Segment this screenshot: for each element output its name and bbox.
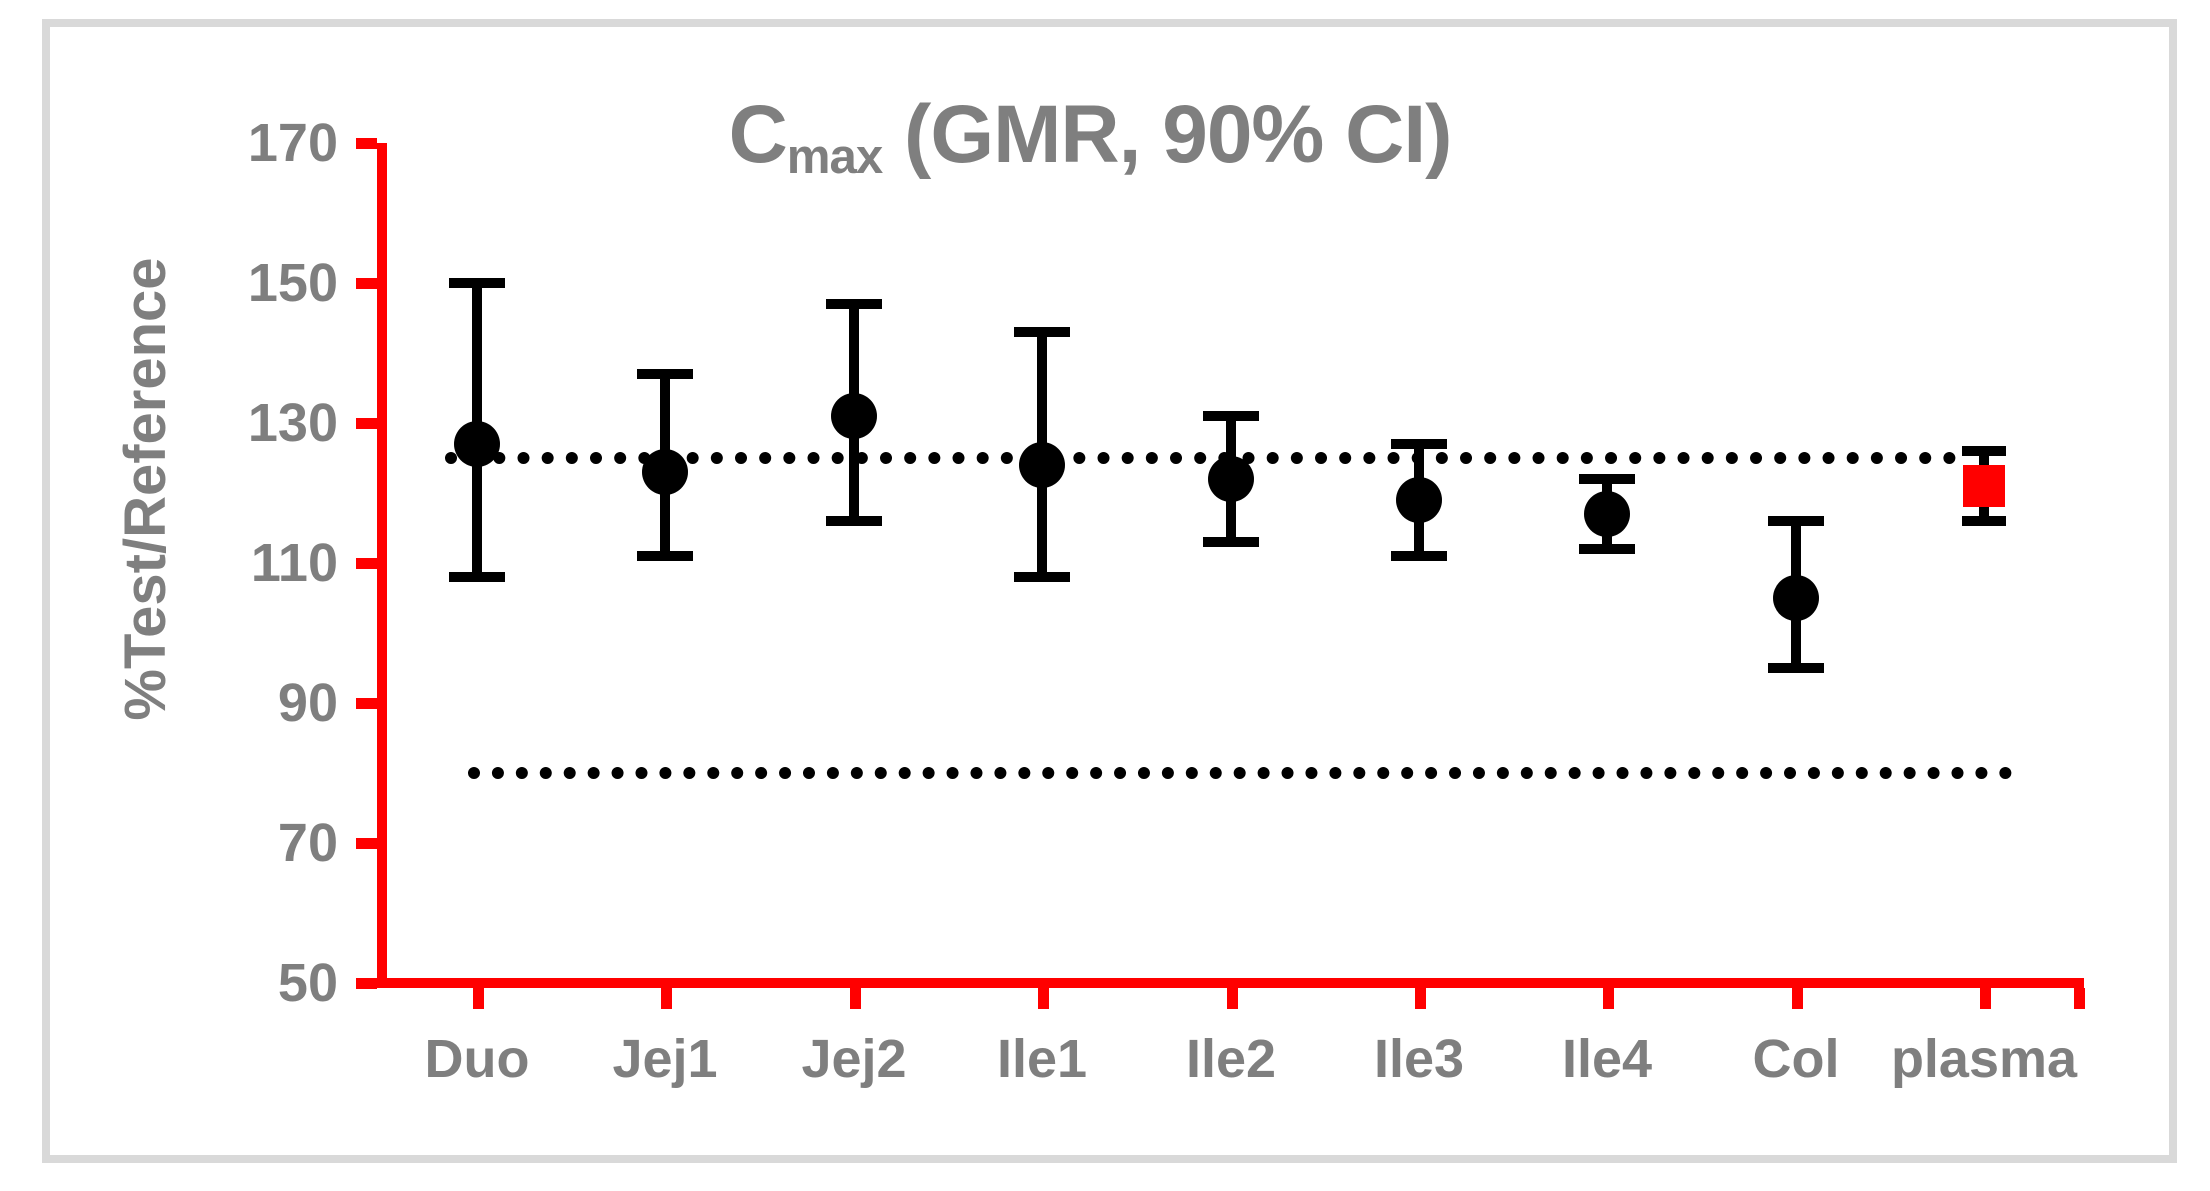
y-axis-tick	[356, 557, 377, 569]
y-axis-tick-label: 170	[247, 113, 338, 173]
y-axis-tick	[356, 137, 377, 149]
y-axis-tick	[356, 977, 377, 989]
x-axis-category-label: Jej1	[612, 1029, 718, 1089]
error-bar-cap-bottom-Jej1	[637, 551, 693, 561]
y-axis-tick-label: 130	[247, 393, 338, 453]
chart-title-main: C	[728, 89, 788, 180]
y-axis-tick-label: 50	[277, 953, 338, 1013]
chart-title-subscript: max	[786, 128, 883, 184]
error-bar-cap-bottom-Jej2	[826, 516, 882, 526]
x-axis-category-label: Duo	[424, 1029, 530, 1089]
x-axis-tick	[1791, 988, 1803, 1009]
error-bar-cap-bottom-Ile3	[1391, 551, 1447, 561]
x-axis-category-label: Ile3	[1373, 1029, 1465, 1089]
error-bar-cap-top-Ile3	[1391, 439, 1447, 449]
data-point-marker-Col	[1773, 575, 1819, 621]
x-axis-tick	[1226, 988, 1238, 1009]
lower-reference-line-80	[468, 767, 2012, 779]
y-axis-tick	[356, 697, 377, 709]
y-axis-tick-label: 70	[277, 813, 338, 873]
y-axis-tick-label: 110	[250, 533, 338, 593]
error-bar-cap-top-Jej2	[826, 299, 882, 309]
y-axis-tick-label: 150	[247, 253, 338, 313]
error-bar-cap-bottom-Ile4	[1579, 544, 1635, 554]
error-bar-cap-bottom-plasma	[1962, 516, 2006, 526]
error-bar-cap-top-Ile4	[1579, 474, 1635, 484]
error-bar-cap-top-Duo	[449, 278, 505, 288]
x-axis-tick	[1414, 988, 1426, 1009]
error-bar-cap-top-Col	[1768, 516, 1824, 526]
x-axis-tick	[472, 988, 484, 1009]
error-bar-cap-top-Ile1	[1014, 327, 1070, 337]
data-point-marker-Ile3	[1396, 477, 1442, 523]
x-axis-category-label: Ile4	[1561, 1029, 1653, 1089]
y-axis-tick-label: 90	[277, 673, 338, 733]
y-axis-title: %Test/Reference	[113, 257, 178, 721]
x-axis-line	[377, 978, 2084, 988]
error-bar-cap-bottom-Duo	[449, 572, 505, 582]
data-point-marker-Jej1	[642, 449, 688, 495]
x-axis-tick	[1037, 988, 1049, 1009]
data-point-marker-Ile1	[1019, 442, 1065, 488]
error-bar-cap-bottom-Ile1	[1014, 572, 1070, 582]
x-axis-tick	[1979, 988, 1991, 1009]
error-bar-cap-bottom-Col	[1768, 663, 1824, 673]
x-axis-category-label: Jej2	[801, 1029, 907, 1089]
x-axis-category-label: Ile2	[1185, 1029, 1277, 1089]
x-axis-category-label: Ile1	[996, 1029, 1088, 1089]
x-axis-end-tick	[2074, 988, 2085, 1009]
error-bar-cap-bottom-Ile2	[1203, 537, 1259, 547]
chart-title: Cmax (GMR, 90% CI)	[620, 88, 1560, 184]
data-point-marker-Jej2	[831, 393, 877, 439]
y-axis-tick	[356, 837, 377, 849]
chart-border-frame	[42, 19, 2177, 1163]
y-axis-line	[377, 143, 387, 988]
x-axis-category-label: Col	[1752, 1029, 1840, 1089]
data-point-marker-Duo	[454, 421, 500, 467]
x-axis-tick	[1602, 988, 1614, 1009]
upper-reference-line-125	[445, 452, 1956, 464]
chart-title-rest: (GMR, 90% CI)	[882, 89, 1452, 180]
error-bar-cap-top-plasma	[1962, 446, 2006, 456]
y-axis-tick	[356, 277, 377, 289]
x-axis-category-label: plasma	[1890, 1029, 2078, 1089]
x-axis-tick	[660, 988, 672, 1009]
y-axis-tick	[356, 417, 377, 429]
data-point-marker-Ile2	[1208, 456, 1254, 502]
error-bar-cap-top-Ile2	[1203, 411, 1259, 421]
x-axis-tick	[849, 988, 861, 1009]
error-bar-cap-top-Jej1	[637, 369, 693, 379]
data-point-marker-Ile4	[1584, 491, 1630, 537]
data-point-marker-plasma	[1963, 465, 2005, 507]
